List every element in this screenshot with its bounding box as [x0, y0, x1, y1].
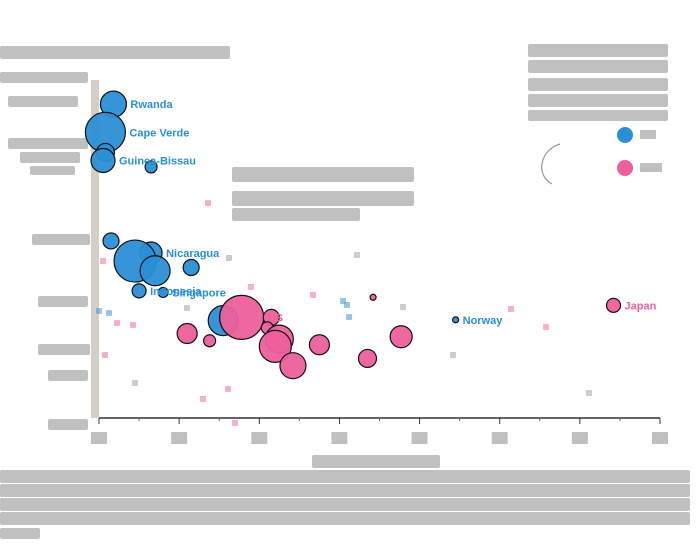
data-point: [202, 334, 217, 348]
data-point: [144, 160, 158, 174]
data-label: Singapore: [172, 287, 226, 299]
faint-marker: [450, 352, 456, 358]
faint-marker: [226, 255, 232, 261]
data-point: [131, 283, 147, 299]
x-tick-label-blurred: [91, 432, 107, 444]
blurred-text-block: [30, 166, 75, 175]
blurred-text-block: [0, 528, 40, 539]
x-tick-label-blurred: [411, 432, 428, 444]
blurred-text-block: [528, 60, 668, 73]
blurred-text-block: [528, 78, 668, 91]
data-point: [139, 255, 171, 287]
faint-marker: [225, 386, 231, 392]
faint-marker: [106, 310, 112, 316]
faint-marker: [586, 390, 592, 396]
blurred-text-block: [8, 96, 78, 107]
x-tick-label-blurred: [251, 432, 268, 444]
data-point: [369, 293, 377, 301]
x-tick-label-blurred: [331, 432, 348, 444]
data-point: [308, 334, 330, 356]
data-point: [157, 286, 169, 299]
blurred-text-block: [232, 208, 360, 221]
legend-swatch-blue: [617, 127, 633, 143]
faint-marker: [114, 320, 120, 326]
faint-marker: [96, 308, 102, 314]
blurred-text-block: [312, 455, 440, 468]
legend-swatch-pink: [617, 160, 633, 176]
legend-label-blurred: [640, 130, 656, 139]
data-label: Norway: [463, 315, 504, 327]
redacted-text-layer: [0, 44, 690, 539]
data-label: Japan: [625, 300, 657, 312]
chart-axes: [91, 80, 668, 444]
faint-marker: [200, 396, 206, 402]
data-point: [279, 352, 307, 380]
faint-marker: [508, 306, 514, 312]
x-tick-label-blurred: [571, 432, 588, 444]
data-label: Nicaragua: [166, 248, 220, 260]
data-point: [258, 329, 292, 363]
faint-marker: [232, 420, 238, 426]
data-point: [90, 147, 116, 174]
x-tick-label-blurred: [171, 432, 188, 444]
data-point: [182, 258, 200, 277]
data-point: [219, 294, 265, 341]
blurred-text-block: [48, 370, 88, 381]
blurred-text-block: [0, 512, 690, 525]
data-label: US: [268, 312, 283, 324]
faint-marker: [132, 380, 138, 386]
blurred-text-block: [48, 419, 88, 430]
blurred-text-block: [0, 72, 88, 83]
blurred-text-block: [0, 498, 690, 511]
chart-plot-area: [84, 90, 622, 426]
data-point: [357, 348, 378, 369]
faint-marker: [205, 200, 211, 206]
data-point: [389, 325, 413, 349]
blurred-text-block: [232, 167, 414, 182]
faint-marker: [102, 352, 108, 358]
blurred-text-block: [0, 46, 230, 59]
faint-marker: [543, 324, 549, 330]
data-label: Guinea-Bissau: [119, 155, 196, 167]
chart-legend: [541, 127, 662, 185]
faint-marker: [310, 292, 316, 298]
faint-marker: [100, 258, 106, 264]
blurred-text-block: [32, 234, 90, 245]
blurred-text-block: [0, 470, 690, 483]
blurred-text-block: [232, 191, 414, 206]
blurred-text-block: [8, 138, 88, 149]
data-label: Cape Verde: [129, 127, 189, 139]
data-point: [176, 322, 198, 345]
blurred-text-block: [0, 484, 690, 497]
data-point: [605, 297, 622, 313]
data-label: Rwanda: [130, 99, 173, 111]
legend-label-blurred: [640, 163, 662, 172]
data-point: [102, 232, 120, 250]
faint-marker: [130, 322, 136, 328]
blurred-text-block: [20, 152, 80, 163]
faint-marker: [344, 302, 350, 308]
x-tick-label-blurred: [652, 432, 668, 444]
x-tick-label-blurred: [491, 432, 508, 444]
blurred-text-block: [38, 344, 90, 355]
blurred-text-block: [528, 110, 668, 121]
faint-marker: [400, 304, 406, 310]
blurred-text-block: [528, 44, 668, 57]
data-point: [452, 316, 460, 324]
faint-marker: [248, 284, 254, 290]
chart-point-labels: Rwanda Cape Verde Guinea-Bissau Nicaragua In…: [119, 99, 657, 327]
blurred-text-block: [38, 296, 88, 307]
y-axis-bar: [91, 80, 99, 418]
blurred-text-block: [528, 94, 668, 107]
faint-marker: [346, 314, 352, 320]
data-label: Indonesia: [150, 286, 202, 298]
legend-size-arc: [541, 143, 561, 185]
faint-marker: [354, 252, 360, 258]
faint-marker: [184, 305, 190, 311]
